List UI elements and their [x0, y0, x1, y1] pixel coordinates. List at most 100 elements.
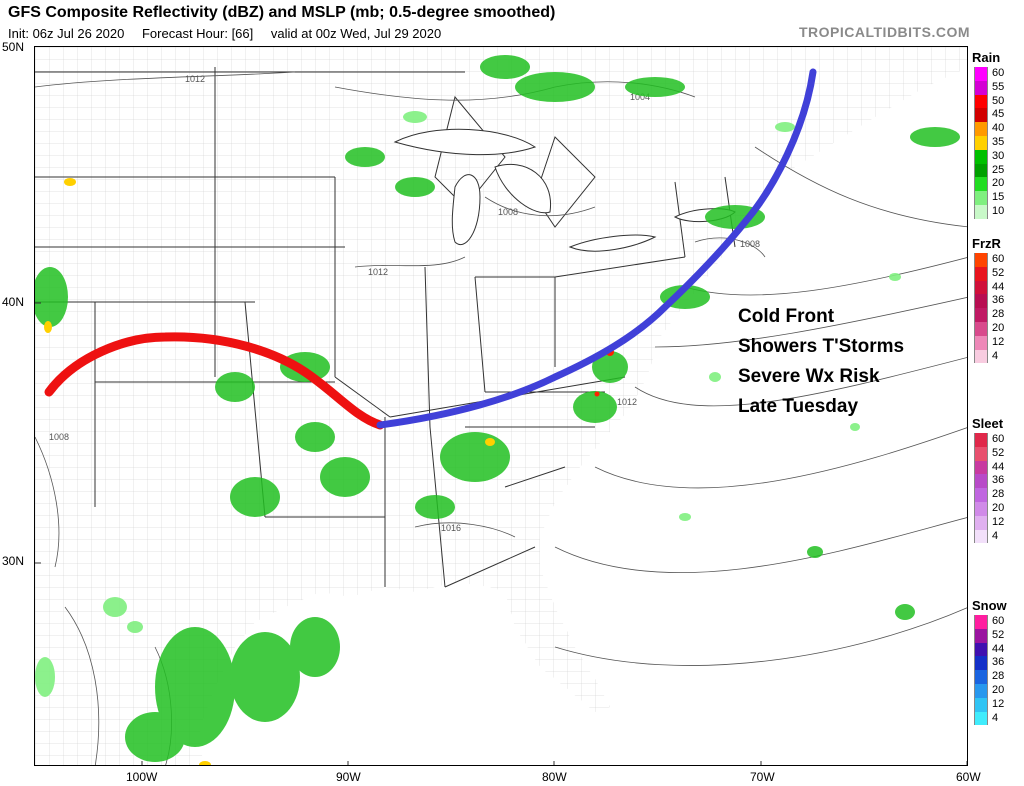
legend-row: 4 — [972, 711, 1024, 726]
annotation-line: Showers T'Storms — [738, 336, 905, 357]
legend-row: 52 — [972, 446, 1024, 461]
legend-rain: Rain 60 55 50 45 40 35 30 25 20 15 10 — [972, 50, 1024, 219]
legend-row: 20 — [972, 501, 1024, 516]
isobar-label: 1004 — [630, 92, 650, 102]
annotation-line: Severe Wx Risk — [738, 366, 880, 387]
legend-value: 44 — [992, 460, 1005, 473]
isobar-label: 1016 — [441, 523, 461, 533]
legend-value: 20 — [992, 683, 1005, 696]
legend-value: 28 — [992, 308, 1005, 321]
legend-swatch — [974, 460, 988, 475]
isobar-label: 1008 — [740, 239, 760, 249]
legend-value: 52 — [992, 446, 1005, 459]
legend-swatch — [974, 446, 988, 461]
legend-swatch — [974, 474, 988, 489]
legend-row: 12 — [972, 335, 1024, 350]
legend-swatch — [974, 711, 988, 726]
legend-value: 40 — [992, 122, 1005, 135]
legend-title: Sleet — [972, 416, 1004, 431]
legend-value: 36 — [992, 294, 1005, 307]
init-time: Init: 06z Jul 26 2020 — [8, 26, 125, 41]
lon-label-90w: 90W — [336, 770, 361, 784]
legend-row: 60 — [972, 615, 1024, 629]
legend-row: 55 — [972, 80, 1024, 95]
legend-freezing-rain: FrzR 60 52 44 36 28 20 12 4 — [972, 236, 1024, 364]
legend-swatch — [974, 191, 988, 205]
legend-value: 12 — [992, 335, 1005, 348]
legend-value: 20 — [992, 321, 1005, 334]
legend-swatch — [974, 108, 988, 123]
legend-swatch — [974, 177, 988, 192]
legend-swatch — [974, 149, 988, 164]
legend-value: 52 — [992, 628, 1005, 641]
legend-snow: Snow 60 52 44 36 28 20 12 4 — [972, 598, 1024, 726]
legend-swatch — [974, 642, 988, 657]
isobar-label: 1012 — [368, 267, 388, 277]
legend-row: 12 — [972, 697, 1024, 712]
map-title: GFS Composite Reflectivity (dBZ) and MSL… — [8, 4, 556, 21]
axis-ticks — [35, 302, 967, 765]
legend-row: 50 — [972, 94, 1024, 109]
legend-value: 10 — [992, 204, 1005, 217]
legend-row: 44 — [972, 642, 1024, 657]
legend-value: 4 — [992, 349, 999, 362]
legend-row: 10 — [972, 204, 1024, 219]
legend-swatch — [974, 94, 988, 109]
legend-row: 15 — [972, 191, 1024, 205]
legend-row: 44 — [972, 460, 1024, 475]
annotation-line: Late Tuesday — [738, 396, 859, 417]
legend-value: 52 — [992, 266, 1005, 279]
legend-swatch — [974, 335, 988, 350]
legend-row: 28 — [972, 670, 1024, 684]
isobar-label: 1012 — [185, 74, 205, 84]
legend-value: 44 — [992, 280, 1005, 293]
legend-row: 4 — [972, 529, 1024, 544]
legend-title: Rain — [972, 50, 1001, 65]
legend-value: 36 — [992, 656, 1005, 669]
legend-row: 12 — [972, 515, 1024, 530]
lon-label-60w: 60W — [956, 770, 981, 784]
legend-swatch — [974, 308, 988, 322]
legend-row: 40 — [972, 122, 1024, 136]
legend-value: 45 — [992, 108, 1005, 121]
legend-row: 4 — [972, 349, 1024, 364]
legend-value: 25 — [992, 163, 1005, 176]
lon-label-70w: 70W — [750, 770, 775, 784]
legend-swatch — [974, 163, 988, 178]
warm-front-segment — [44, 332, 385, 430]
cold-front-segment — [376, 68, 817, 429]
legend-row: 30 — [972, 149, 1024, 164]
legend-swatch — [974, 204, 988, 219]
legend-swatch — [974, 656, 988, 671]
valid-time: valid at 00z Wed, Jul 29 2020 — [270, 26, 442, 41]
legend-value: 30 — [992, 149, 1005, 162]
legend-value: 60 — [992, 615, 1005, 627]
legend-value: 4 — [992, 529, 999, 542]
legend-row: 25 — [972, 163, 1024, 178]
legend-row: 20 — [972, 177, 1024, 192]
legend-row: 60 — [972, 433, 1024, 447]
legend-row: 52 — [972, 628, 1024, 643]
legend-value: 60 — [992, 67, 1005, 79]
legend-swatch — [974, 67, 988, 81]
legend-row: 36 — [972, 656, 1024, 671]
forecast-annotation: Cold Front Showers T'Storms Severe Wx Ri… — [738, 302, 904, 422]
legend-value: 12 — [992, 697, 1005, 710]
legend-value: 44 — [992, 642, 1005, 655]
legend-row: 52 — [972, 266, 1024, 281]
legend-row: 35 — [972, 135, 1024, 150]
map-area[interactable]: 1012 1004 1008 1012 1008 1012 1008 1016 — [34, 46, 968, 766]
legend-swatch — [974, 321, 988, 336]
legend-sleet: Sleet 60 52 44 36 28 20 12 4 — [972, 416, 1024, 544]
forecast-hour: Forecast Hour: [66] — [141, 26, 254, 41]
isobar-label: 1008 — [49, 432, 69, 442]
legend-row: 36 — [972, 294, 1024, 309]
lon-label-100w: 100W — [126, 770, 158, 784]
legend-swatch — [974, 529, 988, 544]
legend-row: 28 — [972, 308, 1024, 322]
great-lakes — [393, 128, 736, 252]
lon-label-80w: 80W — [542, 770, 567, 784]
site-brand: TROPICALTIDBITS.COM — [798, 24, 970, 40]
legend-swatch — [974, 135, 988, 150]
map-subtitle: Init: 06z Jul 26 2020 Forecast Hour: [66… — [8, 26, 455, 41]
